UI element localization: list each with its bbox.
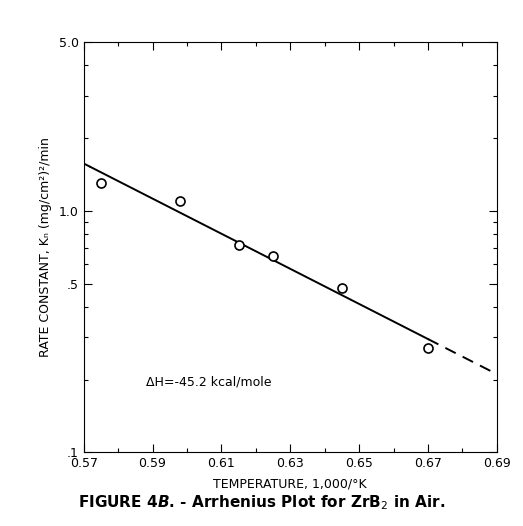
X-axis label: TEMPERATURE, 1,000/°K: TEMPERATURE, 1,000/°K xyxy=(213,477,367,490)
Text: ΔH=-45.2 kcal/mole: ΔH=-45.2 kcal/mole xyxy=(145,376,271,389)
Y-axis label: RATE CONSTANT, Kₙ (mg/cm²)²/min: RATE CONSTANT, Kₙ (mg/cm²)²/min xyxy=(39,137,52,357)
Text: FIGURE 4$\bfit{B}$. - Arrhenius Plot for ZrB$_2$ in Air.: FIGURE 4$\bfit{B}$. - Arrhenius Plot for… xyxy=(78,493,445,512)
